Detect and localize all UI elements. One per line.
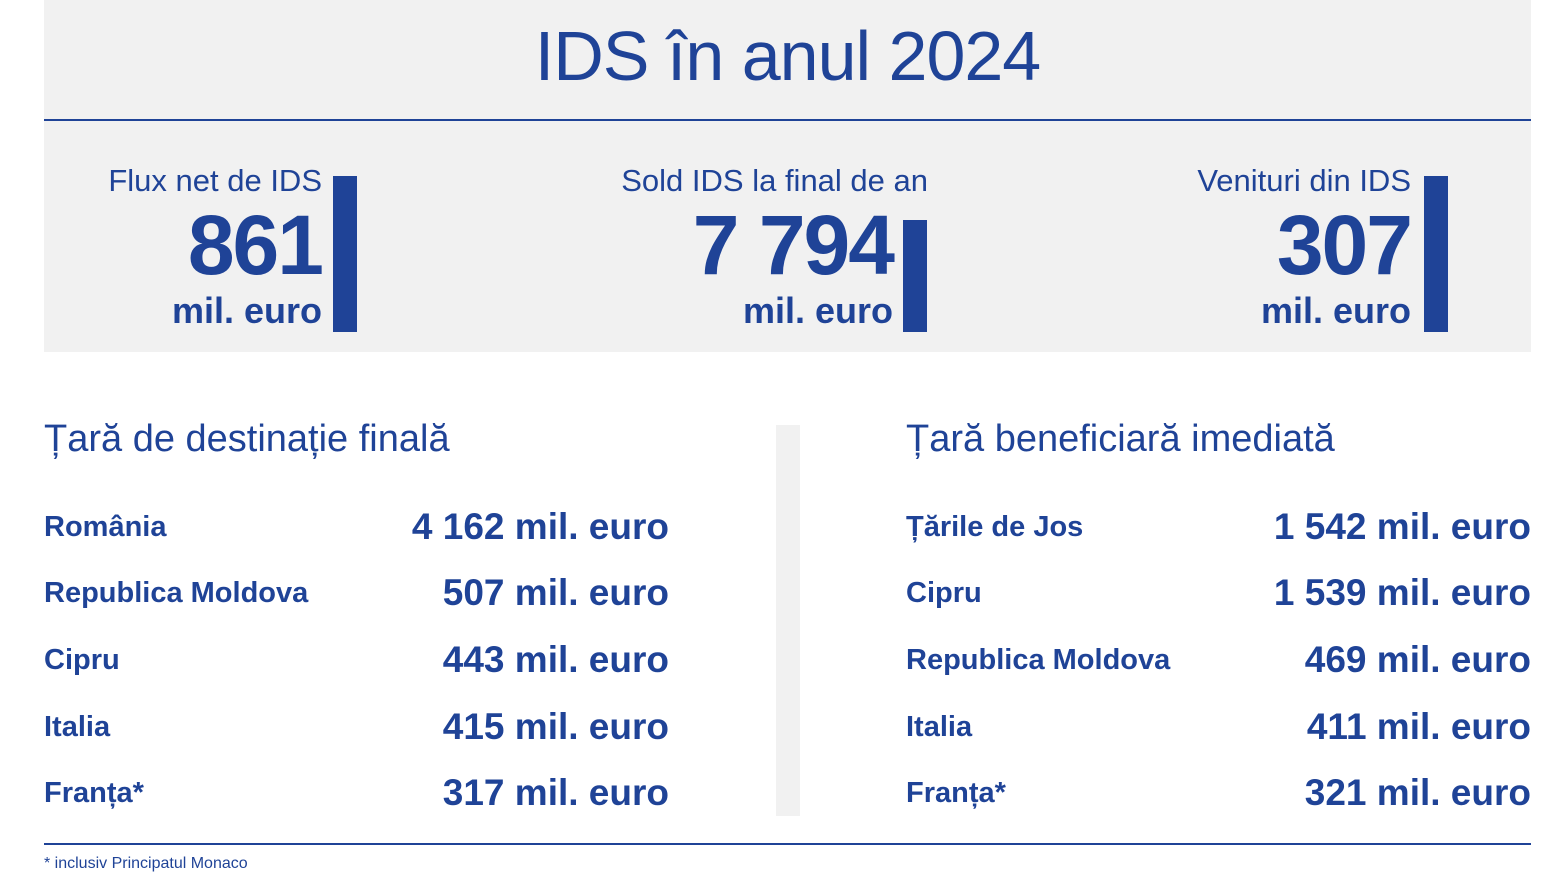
list-item: Italia 415 mil. euro: [44, 700, 669, 750]
footnote: * inclusiv Principatul Monaco: [44, 855, 248, 872]
list-item: Cipru 1 539 mil. euro: [906, 566, 1531, 616]
country-name: Italia: [906, 711, 973, 743]
list-item: Cipru 443 mil. euro: [44, 633, 669, 683]
country-name: România: [44, 511, 167, 543]
footer-divider: [44, 843, 1531, 845]
country-value: 321 mil. euro: [1304, 772, 1531, 813]
country-value: 469 mil. euro: [1304, 639, 1531, 680]
list-item: Italia 411 mil. euro: [906, 700, 1531, 750]
kpi-stock: Sold IDS la final de an 7 794 mil. euro: [621, 162, 928, 332]
kpi-unit: mil. euro: [1260, 290, 1411, 331]
country-value: 411 mil. euro: [1306, 706, 1531, 747]
kpi-unit: mil. euro: [742, 290, 893, 331]
kpi-net-flow: Flux net de IDS 861 mil. euro: [108, 162, 324, 332]
country-name: Italia: [44, 711, 111, 743]
kpi-label: Venituri din IDS: [1197, 163, 1411, 198]
list-item: Republica Moldova 469 mil. euro: [906, 633, 1531, 683]
kpi-panel: [44, 121, 1531, 352]
country-value: 1 539 mil. euro: [1273, 572, 1531, 613]
country-name: Republica Moldova: [906, 644, 1171, 676]
country-value: 415 mil. euro: [442, 706, 669, 747]
list-item: Franța* 321 mil. euro: [906, 766, 1531, 816]
kpi-accent-bar: [333, 176, 357, 332]
header-divider: [44, 119, 1531, 121]
country-name: Franța*: [906, 777, 1006, 809]
kpi-value: 307: [1276, 198, 1413, 292]
kpi-value: 7 794: [692, 198, 895, 292]
kpi-accent-bar: [903, 220, 927, 332]
kpi-label: Flux net de IDS: [108, 163, 322, 198]
header-band: [44, 0, 1531, 119]
country-name: Franța*: [44, 777, 144, 809]
country-value: 317 mil. euro: [442, 772, 669, 813]
kpi-accent-bar: [1424, 176, 1448, 332]
country-name: Cipru: [906, 577, 982, 609]
kpi-label: Sold IDS la final de an: [621, 163, 928, 198]
right-heading: Țară beneficiară imediată: [906, 418, 1335, 460]
page-title: IDS în anul 2024: [534, 17, 1041, 95]
country-name: Republica Moldova: [44, 577, 309, 609]
kpi-unit: mil. euro: [171, 290, 322, 331]
kpi-income: Venituri din IDS 307 mil. euro: [1197, 162, 1413, 332]
country-value: 507 mil. euro: [442, 572, 669, 613]
left-heading: Țară de destinație finală: [44, 418, 450, 460]
country-name: Cipru: [44, 644, 120, 676]
country-value: 1 542 mil. euro: [1273, 506, 1531, 547]
list-item: România 4 162 mil. euro: [44, 500, 669, 550]
country-value: 4 162 mil. euro: [411, 506, 669, 547]
list-item: Republica Moldova 507 mil. euro: [44, 566, 669, 616]
country-name: Țările de Jos: [906, 511, 1084, 543]
country-value: 443 mil. euro: [442, 639, 669, 680]
list-item: Franța* 317 mil. euro: [44, 766, 669, 816]
list-item: Țările de Jos 1 542 mil. euro: [906, 500, 1531, 550]
column-separator: [776, 425, 800, 816]
kpi-value: 861: [187, 198, 324, 292]
